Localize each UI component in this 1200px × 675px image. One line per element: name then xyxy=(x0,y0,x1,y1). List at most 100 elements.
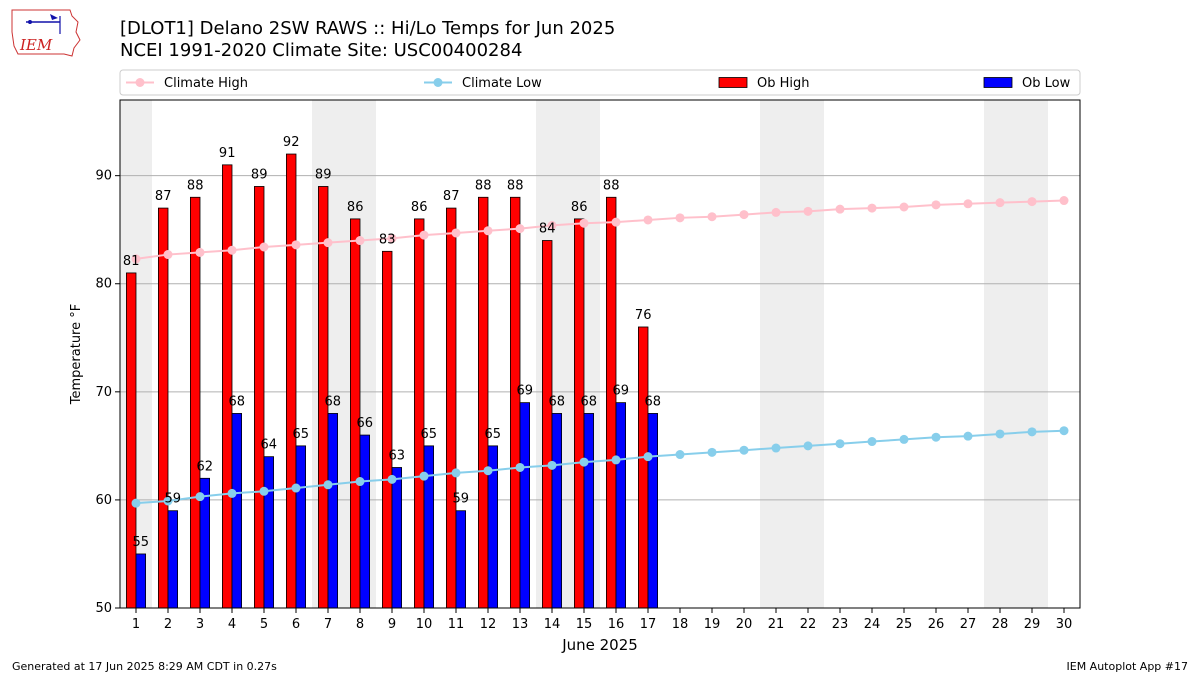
ob-low-label-day-9: 63 xyxy=(389,448,406,463)
climate-high-point-day-20 xyxy=(739,210,749,220)
ob-high-bar-day-16 xyxy=(606,196,617,609)
ob-high-label-day-10: 86 xyxy=(411,200,428,215)
ob-high-label-day-9: 83 xyxy=(379,232,396,247)
ob-high-label-day-15: 86 xyxy=(571,200,588,215)
ob-low-label-day-11: 59 xyxy=(453,492,470,507)
climate-high-point-day-2 xyxy=(163,250,173,260)
station-marker-icon xyxy=(28,20,32,24)
climate-low-point-day-26 xyxy=(931,432,941,442)
legend-ob-low-label: Ob Low xyxy=(1022,76,1071,91)
iem-logo: IEM xyxy=(11,9,81,57)
weekend-shade-day-22 xyxy=(792,100,824,608)
climate-low-point-day-25 xyxy=(899,434,909,444)
climate-low-point-day-28 xyxy=(995,429,1005,439)
climate-lines xyxy=(131,196,1069,508)
climate-high-point-day-27 xyxy=(963,199,973,209)
x-tick-label-7: 7 xyxy=(324,617,332,632)
ob-low-bar-day-16 xyxy=(615,402,627,609)
climate-low-point-day-30 xyxy=(1059,426,1069,436)
climate-low-point-day-18 xyxy=(675,450,685,460)
y-axis-label: Temperature °F xyxy=(69,304,84,405)
x-tick-label-18: 18 xyxy=(672,617,689,632)
x-tick-label-23: 23 xyxy=(832,617,849,632)
climate-high-point-day-16 xyxy=(611,217,621,227)
x-tick-label-28: 28 xyxy=(992,617,1009,632)
climate-high-point-day-1 xyxy=(131,254,141,264)
y-tick-label-80: 80 xyxy=(95,277,112,292)
climate-low-point-day-19 xyxy=(707,447,717,457)
climate-high-point-day-11 xyxy=(451,228,461,238)
gridlines xyxy=(120,175,1080,501)
ob-high-label-day-6: 92 xyxy=(283,135,300,150)
chart-title: [DLOT1] Delano 2SW RAWS :: Hi/Lo Temps f… xyxy=(120,18,616,39)
climate-high-point-day-14 xyxy=(547,220,557,230)
legend: Climate High Climate Low Ob High Ob Low xyxy=(119,69,1081,96)
legend-ob-high-label: Ob High xyxy=(757,76,810,91)
ob-high-label-day-5: 89 xyxy=(251,167,268,182)
climate-high-point-day-8 xyxy=(355,236,365,246)
climate-low-point-day-1 xyxy=(131,498,141,508)
climate-low-point-day-14 xyxy=(547,460,557,470)
climate-high-point-day-15 xyxy=(579,218,589,228)
ob-low-label-day-17: 68 xyxy=(645,394,662,409)
climate-low-point-day-6 xyxy=(291,483,301,493)
ob-low-bar-day-17 xyxy=(647,413,659,609)
climate-high-point-day-19 xyxy=(707,212,717,222)
weekend-shade-day-29 xyxy=(1016,100,1048,608)
ob-low-bar-day-7 xyxy=(327,413,339,609)
climate-low-point-day-16 xyxy=(611,455,621,465)
ob-low-label-day-13: 69 xyxy=(517,384,534,399)
climate-high-point-day-10 xyxy=(419,230,429,240)
climate-low-point-day-24 xyxy=(867,437,877,447)
x-tick-label-17: 17 xyxy=(640,617,657,632)
climate-high-point-day-24 xyxy=(867,203,877,213)
ob-low-label-day-12: 65 xyxy=(485,427,502,442)
ob-low-bar-day-6 xyxy=(295,445,307,609)
ob-high-bar-day-12 xyxy=(477,196,489,609)
x-tick-label-5: 5 xyxy=(260,617,268,632)
ob-high-bar-day-13 xyxy=(509,196,521,609)
climate-low-point-day-2 xyxy=(163,496,173,506)
x-tick-label-27: 27 xyxy=(960,617,977,632)
climate-low-point-day-15 xyxy=(579,457,589,467)
ob-high-bar-day-9 xyxy=(381,250,393,609)
ob-high-label-day-13: 88 xyxy=(507,178,524,193)
ob-low-bar-day-11 xyxy=(455,510,467,609)
ob-high-label-day-11: 87 xyxy=(443,189,460,204)
legend-climate-high-marker xyxy=(135,78,145,87)
climate-low-point-day-10 xyxy=(419,471,429,481)
climate-high-point-day-25 xyxy=(899,202,909,212)
climate-high-point-day-29 xyxy=(1027,197,1037,207)
chart-subtitle: NCEI 1991-2020 Climate Site: USC00400284 xyxy=(120,40,523,61)
x-tick-label-8: 8 xyxy=(356,617,364,632)
climate-low-point-day-7 xyxy=(323,480,333,490)
climate-low-point-day-4 xyxy=(227,488,237,498)
climate-high-point-day-5 xyxy=(259,242,269,252)
ob-high-label-day-14: 84 xyxy=(539,222,556,237)
ob-low-label-day-1: 55 xyxy=(133,535,150,550)
climate-high-point-day-26 xyxy=(931,200,941,210)
x-tick-label-25: 25 xyxy=(896,617,913,632)
climate-high-point-day-28 xyxy=(995,198,1005,208)
climate-high-point-day-21 xyxy=(771,207,781,217)
ob-low-bar-day-13 xyxy=(519,402,531,609)
legend-climate-low-marker xyxy=(433,78,443,87)
x-tick-label-15: 15 xyxy=(576,617,593,632)
ob-low-label-day-14: 68 xyxy=(549,394,566,409)
x-tick-label-26: 26 xyxy=(928,617,945,632)
ob-high-bar-day-10 xyxy=(413,218,425,609)
climate-low-point-day-23 xyxy=(835,439,845,449)
y-tick-label-70: 70 xyxy=(95,385,112,400)
bar-value-labels: 81 87 88 91 89 92 89 86 83 86 87 88 88 84 86 88 76 55 59 62… xyxy=(123,135,661,550)
observed-bars xyxy=(126,153,659,609)
legend-ob-high-swatch xyxy=(718,77,748,88)
x-tick-label-6: 6 xyxy=(292,617,300,632)
weekend-shade-day-28 xyxy=(984,100,1016,608)
climate-low-point-day-20 xyxy=(739,445,749,455)
logo-text: IEM xyxy=(19,36,53,54)
ob-low-label-day-5: 64 xyxy=(261,438,278,453)
climate-low-point-day-22 xyxy=(803,441,813,451)
climate-low-point-day-17 xyxy=(643,452,653,462)
legend-climate-low-label: Climate Low xyxy=(462,76,542,91)
